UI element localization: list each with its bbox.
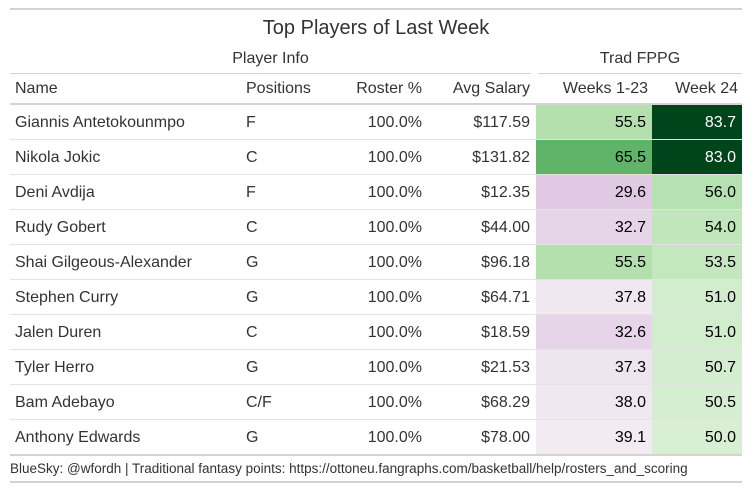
cell-week-24: 56.0 [652,175,742,210]
header-week24: Week 24 [675,80,738,97]
header-weeks: Weeks 1-23 [562,80,648,97]
cell-week-24: 50.0 [652,420,742,455]
cell-week-24: 53.5 [652,245,742,280]
cell-positions: G [246,289,259,306]
cell-name: Nikola Jokic [15,149,101,166]
header-positions: Positions [246,80,311,97]
table-row: Tyler Herro G 100.0% $21.53 37.3 50.7 [10,350,742,385]
body-bottom-rule [10,454,742,456]
cell-positions: C/F [246,394,272,411]
cell-weeks-1-23: 37.8 [536,280,652,315]
cell-week-24: 50.5 [652,385,742,420]
header-bottom-rule [10,103,742,105]
table-row: Nikola Jokic C 100.0% $131.82 65.5 83.0 [10,140,742,175]
row-divider [10,384,742,385]
cell-roster: 100.0% [367,359,422,376]
cell-weeks-1-23: 55.5 [536,245,652,280]
table-footnote: BlueSky: @wfordh | Traditional fantasy p… [10,461,688,476]
cell-roster: 100.0% [367,114,422,131]
cell-salary: $18.59 [481,324,530,341]
cell-positions: G [246,429,259,446]
cell-salary: $96.18 [481,254,530,271]
cell-week-24: 54.0 [652,210,742,245]
row-divider [10,419,742,420]
table-row: Bam Adebayo C/F 100.0% $68.29 38.0 50.5 [10,385,742,420]
row-divider [10,244,742,245]
header-roster: Roster % [356,80,422,97]
cell-roster: 100.0% [367,184,422,201]
cell-weeks-1-23: 29.6 [536,175,652,210]
cell-salary: $21.53 [481,359,530,376]
cell-week-24: 83.0 [652,140,742,175]
cell-week-24: 83.7 [652,105,742,140]
cell-roster: 100.0% [367,254,422,271]
table-title: Top Players of Last Week [10,8,742,46]
table-row: Anthony Edwards G 100.0% $78.00 39.1 50.0 [10,420,742,455]
spanner-trad-fppg: Trad FPPG [599,50,681,67]
table-row: Jalen Duren C 100.0% $18.59 32.6 51.0 [10,315,742,350]
cell-weeks-1-23: 39.1 [536,420,652,455]
table-row: Rudy Gobert C 100.0% $44.00 32.7 54.0 [10,210,742,245]
cell-positions: C [246,219,258,236]
cell-week-24: 51.0 [652,280,742,315]
row-divider [10,139,742,140]
cell-salary: $64.71 [481,289,530,306]
row-divider [10,279,742,280]
table-row: Giannis Antetokounmpo F 100.0% $117.59 55.5 8… [10,105,742,140]
cell-week-24: 50.7 [652,350,742,385]
table-bottom-rule [10,481,742,483]
cell-roster: 100.0% [367,289,422,306]
table-row: Stephen Curry G 100.0% $64.71 37.8 51.0 [10,280,742,315]
row-divider [10,314,742,315]
cell-weeks-1-23: 65.5 [536,140,652,175]
cell-positions: C [246,324,258,341]
cell-roster: 100.0% [367,324,422,341]
cell-positions: F [246,114,256,131]
cell-weeks-1-23: 55.5 [536,105,652,140]
spanner-player-info: Player Info [232,50,309,67]
header-name: Name [15,80,58,97]
table-row: Deni Avdija F 100.0% $12.35 29.6 56.0 [10,175,742,210]
cell-name: Jalen Duren [15,324,102,341]
cell-name: Tyler Herro [15,359,95,376]
cell-name: Deni Avdija [15,184,95,201]
cell-roster: 100.0% [367,219,422,236]
cell-name: Stephen Curry [15,289,119,306]
cell-name: Giannis Antetokounmpo [15,114,185,131]
cell-name: Rudy Gobert [15,219,106,236]
cell-salary: $78.00 [481,429,530,446]
spanner-trad-fppg-rule [538,73,742,74]
cell-weeks-1-23: 37.3 [536,350,652,385]
cell-salary: $44.00 [481,219,530,236]
cell-roster: 100.0% [367,429,422,446]
cell-name: Shai Gilgeous-Alexander [15,254,192,271]
cell-roster: 100.0% [367,394,422,411]
row-divider [10,209,742,210]
cell-positions: F [246,184,256,201]
cell-weeks-1-23: 32.7 [536,210,652,245]
cell-positions: G [246,254,259,271]
cell-week-24: 51.0 [652,315,742,350]
cell-salary: $68.29 [481,394,530,411]
cell-roster: 100.0% [367,149,422,166]
cell-name: Anthony Edwards [15,429,141,446]
cell-weeks-1-23: 38.0 [536,385,652,420]
cell-salary: $117.59 [473,114,530,131]
cell-positions: G [246,359,259,376]
cell-positions: C [246,149,258,166]
spanner-player-info-rule [10,73,531,74]
header-salary: Avg Salary [452,80,530,97]
table-row: Shai Gilgeous-Alexander G 100.0% $96.18 55.5… [10,245,742,280]
cell-salary: $12.35 [481,184,530,201]
cell-weeks-1-23: 32.6 [536,315,652,350]
cell-salary: $131.82 [472,149,530,166]
row-divider [10,174,742,175]
cell-name: Bam Adebayo [15,394,115,411]
row-divider [10,349,742,350]
